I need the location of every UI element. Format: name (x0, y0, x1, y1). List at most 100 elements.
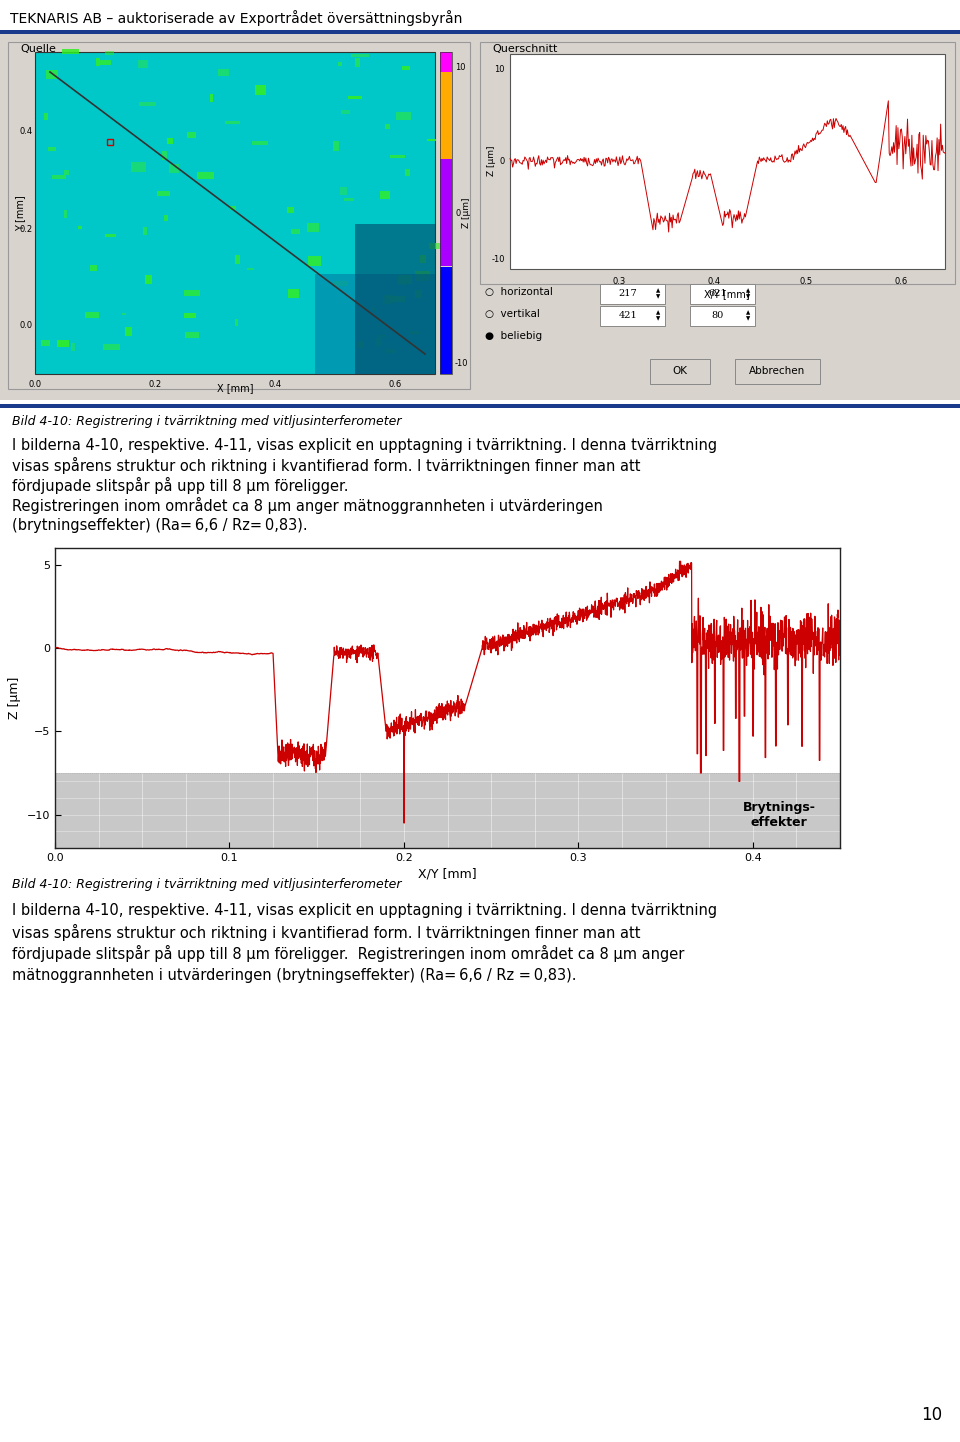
Bar (55, 773, 840, 848)
Bar (52, 174, 66, 179)
Text: fördjupade slitspår på upp till 8 µm föreligger.  Registreringen inom området ca: fördjupade slitspår på upp till 8 µm för… (12, 946, 684, 962)
Text: Bild 4-10: Registrering i tvärriktning med vitljusinterferometer: Bild 4-10: Registrering i tvärriktning m… (12, 878, 401, 891)
Text: 0.6: 0.6 (389, 381, 401, 389)
Bar (90, 265, 97, 271)
Bar (341, 110, 350, 114)
Text: ●  beliebig: ● beliebig (485, 332, 542, 340)
Bar (247, 268, 254, 271)
Text: ▲: ▲ (656, 288, 660, 294)
Bar (357, 340, 364, 348)
Bar (315, 274, 435, 373)
Bar (218, 69, 228, 76)
Bar (385, 349, 396, 353)
Bar (351, 55, 369, 56)
Bar (416, 271, 430, 281)
Text: 0.2: 0.2 (20, 225, 33, 234)
Text: X/Y [mm]: X/Y [mm] (705, 288, 750, 298)
Bar (78, 225, 83, 229)
Bar (230, 206, 236, 209)
Text: 10: 10 (494, 65, 505, 74)
Bar (125, 326, 132, 336)
Bar (46, 69, 59, 79)
Text: 0.4: 0.4 (20, 127, 33, 137)
Bar (600, 306, 665, 326)
Bar (71, 343, 75, 350)
Text: I bilderna 4-10, respektive. 4-11, visas explicit en upptagning i tvärriktning. : I bilderna 4-10, respektive. 4-11, visas… (12, 903, 717, 919)
Text: 0: 0 (455, 209, 460, 218)
Bar (138, 61, 148, 68)
Bar (396, 112, 411, 120)
Bar (235, 319, 238, 326)
Bar (440, 159, 452, 265)
Bar (386, 296, 391, 298)
Bar (415, 290, 422, 298)
Bar (371, 307, 374, 311)
Text: -10: -10 (492, 254, 505, 264)
Text: Registreringen inom området ca 8 µm anger mätnoggrannheten i utvärderingen: Registreringen inom området ca 8 µm ange… (12, 497, 602, 513)
Text: 0.6: 0.6 (895, 277, 908, 286)
Text: ○  horizontal: ○ horizontal (485, 287, 553, 297)
Bar (291, 229, 300, 234)
Bar (383, 296, 393, 304)
Bar (440, 52, 452, 159)
Bar (355, 58, 360, 68)
Bar (100, 61, 110, 65)
Bar (96, 58, 100, 66)
Bar (138, 102, 156, 105)
Bar (40, 340, 50, 346)
Bar (255, 85, 266, 95)
Bar (184, 313, 196, 317)
Bar (184, 290, 201, 296)
Text: ▼: ▼ (656, 294, 660, 300)
Bar (43, 114, 48, 120)
Bar (340, 187, 347, 195)
Bar (690, 284, 755, 304)
Text: I bilderna 4-10, respektive. 4-11, visas explicit en upptagning i tvärriktning. : I bilderna 4-10, respektive. 4-11, visas… (12, 438, 717, 453)
Text: 0.0: 0.0 (29, 381, 41, 389)
Bar (106, 50, 114, 55)
Bar (161, 151, 167, 160)
Y-axis label: Z [µm]: Z [µm] (9, 676, 21, 720)
Text: ▲: ▲ (746, 310, 750, 316)
Bar (63, 170, 69, 174)
Text: 0.4: 0.4 (269, 381, 281, 389)
Bar (62, 49, 79, 53)
Text: 10: 10 (455, 62, 466, 72)
Bar (440, 52, 452, 373)
Text: 10: 10 (922, 1406, 943, 1425)
Text: 0.5: 0.5 (800, 277, 812, 286)
Bar (307, 257, 321, 265)
Bar (156, 190, 170, 196)
Bar (48, 147, 57, 151)
Bar (104, 345, 120, 350)
Text: Z [µm]: Z [µm] (488, 146, 496, 176)
Text: fördjupade slitspår på upp till 8 µm föreligger.: fördjupade slitspår på upp till 8 µm för… (12, 477, 348, 495)
Bar (345, 198, 354, 200)
Bar (420, 255, 426, 262)
Text: Abbrechen: Abbrechen (749, 366, 805, 376)
Text: Bild 4-10: Registrering i tvärriktning med vitljusinterferometer: Bild 4-10: Registrering i tvärriktning m… (12, 414, 401, 427)
Text: OK: OK (673, 366, 687, 376)
Text: Quelle: Quelle (20, 45, 56, 53)
Bar (106, 234, 116, 236)
Bar (131, 163, 146, 172)
Bar (355, 224, 435, 373)
Bar (225, 121, 240, 124)
Bar (735, 359, 820, 384)
Text: 80: 80 (712, 311, 724, 320)
X-axis label: X/Y [mm]: X/Y [mm] (419, 867, 477, 880)
Bar (405, 169, 410, 176)
Text: Y [mm]: Y [mm] (15, 195, 25, 231)
Text: 0: 0 (500, 157, 505, 166)
Bar (187, 131, 196, 138)
Text: 0.0: 0.0 (20, 320, 33, 330)
Bar (143, 226, 147, 235)
Text: 421: 421 (618, 311, 637, 320)
Text: 0.3: 0.3 (612, 277, 625, 286)
Bar (348, 97, 362, 99)
Bar (600, 284, 665, 304)
Bar (235, 255, 240, 264)
Bar (332, 141, 339, 151)
Text: -10: -10 (455, 359, 468, 369)
Text: X [mm]: X [mm] (217, 384, 253, 394)
